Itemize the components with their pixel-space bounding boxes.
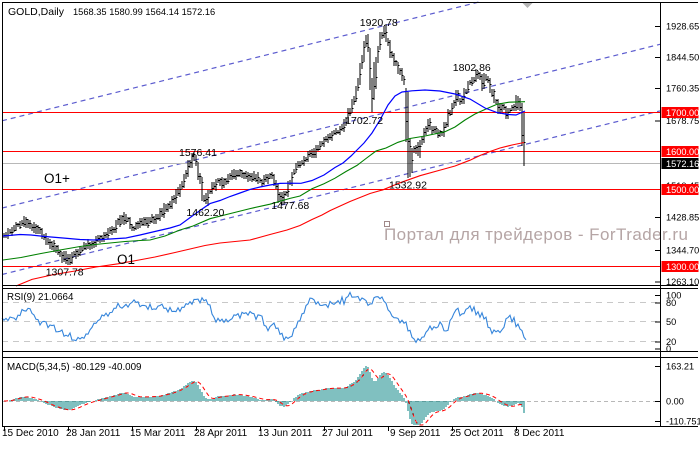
svg-text:28 Apr 2011: 28 Apr 2011: [194, 428, 248, 439]
svg-text:1300.00: 1300.00: [666, 262, 699, 272]
svg-text:80: 80: [666, 298, 676, 308]
svg-text:163.21: 163.21: [666, 362, 694, 372]
svg-text:1600.00: 1600.00: [666, 147, 699, 157]
svg-text:1500.00: 1500.00: [666, 185, 699, 195]
svg-text:9 Sep 2011: 9 Sep 2011: [390, 428, 441, 439]
svg-text:MACD(5,34,5) -80.129 -40.009: MACD(5,34,5) -80.129 -40.009: [7, 362, 142, 373]
svg-text:1532.92: 1532.92: [389, 180, 427, 192]
svg-text:0.00: 0.00: [666, 397, 684, 407]
svg-text:15 Dec 2010: 15 Dec 2010: [2, 428, 59, 439]
svg-text:1428.85: 1428.85: [666, 213, 699, 223]
svg-text:8 Dec 2011: 8 Dec 2011: [514, 428, 565, 439]
svg-text:-110.751: -110.751: [666, 417, 700, 427]
svg-text:20: 20: [666, 337, 676, 347]
svg-text:RSI(9) 21.0664: RSI(9) 21.0664: [7, 292, 74, 303]
svg-text:1928.65: 1928.65: [666, 22, 699, 32]
svg-text:1802.86: 1802.86: [453, 62, 491, 74]
svg-text:O1: O1: [117, 252, 135, 267]
svg-text:1568.35 1580.99 1564.14 1572.1: 1568.35 1580.99 1564.14 1572.16: [73, 7, 215, 17]
svg-text:1572.16: 1572.16: [666, 159, 699, 169]
svg-text:1576.41: 1576.41: [179, 147, 217, 159]
svg-text:25 Oct 2011: 25 Oct 2011: [450, 428, 504, 439]
svg-text:GOLD,Daily: GOLD,Daily: [8, 6, 65, 18]
svg-text:1702.72: 1702.72: [345, 115, 383, 127]
svg-text:Портал для трейдеров - ForTrad: Портал для трейдеров - ForTrader.ru: [384, 225, 688, 244]
svg-text:1263.10: 1263.10: [666, 277, 699, 287]
svg-text:1678.75: 1678.75: [666, 116, 699, 126]
svg-text:1344.70: 1344.70: [666, 246, 699, 256]
svg-text:1307.78: 1307.78: [46, 267, 84, 279]
svg-text:1760.35: 1760.35: [666, 84, 699, 94]
svg-text:1844.50: 1844.50: [666, 53, 699, 63]
svg-text:15 Mar 2011: 15 Mar 2011: [130, 428, 186, 439]
svg-text:28 Jan 2011: 28 Jan 2011: [66, 428, 121, 439]
svg-text:13 Jun 2011: 13 Jun 2011: [258, 428, 313, 439]
svg-text:0: 0: [666, 344, 671, 354]
svg-text:O1+: O1+: [44, 171, 70, 186]
svg-text:27 Jul 2011: 27 Jul 2011: [322, 428, 373, 439]
svg-text:1700.00: 1700.00: [666, 108, 699, 118]
svg-text:100: 100: [666, 291, 681, 301]
svg-text:50: 50: [666, 317, 676, 327]
svg-text:1920.78: 1920.78: [360, 17, 398, 29]
svg-text:1462.20: 1462.20: [186, 207, 224, 219]
svg-text:1477.68: 1477.68: [271, 200, 309, 212]
